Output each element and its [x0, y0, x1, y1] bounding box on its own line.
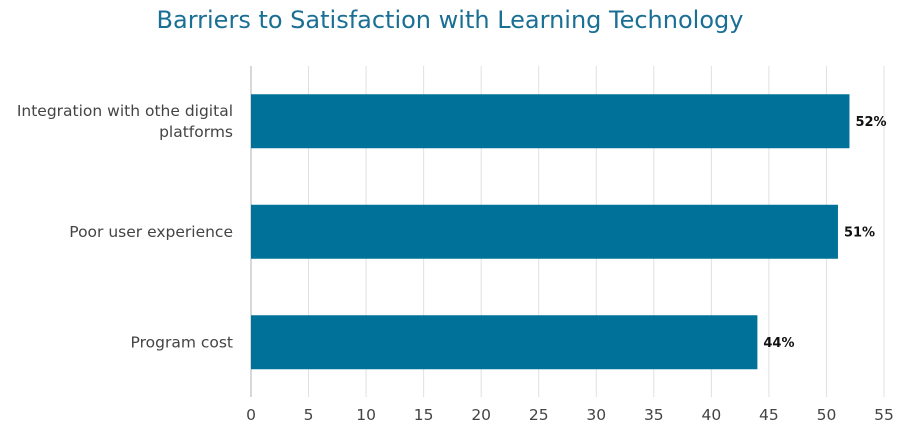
bar[interactable]: [251, 204, 838, 259]
x-tick-label: 50: [817, 406, 837, 424]
category-label: Poor user experience: [69, 223, 233, 241]
data-label: 52%: [855, 115, 886, 130]
category-labels: Integration with othe digital platforms Po…: [17, 102, 233, 352]
bars: [251, 94, 850, 370]
chart-title: Barriers to Satisfaction with Learning T…: [157, 6, 744, 34]
category-label-line: Program cost: [131, 333, 233, 351]
bar[interactable]: [251, 94, 850, 149]
x-tick-label: 30: [586, 406, 606, 424]
x-tick-label: 35: [644, 406, 664, 424]
category-label: Program cost: [131, 333, 233, 351]
data-label: 44%: [763, 336, 794, 351]
x-tick-label: 40: [701, 406, 721, 424]
x-tick-label: 5: [304, 406, 314, 424]
x-tick-label: 0: [246, 406, 256, 424]
category-label: Integration with othe digital platforms: [17, 102, 233, 141]
x-tick-label: 20: [471, 406, 491, 424]
x-axis-ticks: 0 5 10 15 20 25 30 35 40 45 50 55: [246, 406, 894, 424]
x-tick-label: 25: [529, 406, 549, 424]
x-tick-label: 45: [759, 406, 779, 424]
x-tick-label: 55: [874, 406, 894, 424]
bar[interactable]: [251, 315, 758, 370]
category-label-line: platforms: [159, 123, 233, 141]
data-labels: 52% 51% 44%: [763, 115, 886, 351]
category-label-line: Integration with othe digital: [17, 102, 233, 120]
category-label-line: Poor user experience: [69, 223, 233, 241]
data-label: 51%: [844, 225, 875, 240]
x-tick-label: 15: [414, 406, 434, 424]
x-tick-label: 10: [356, 406, 376, 424]
